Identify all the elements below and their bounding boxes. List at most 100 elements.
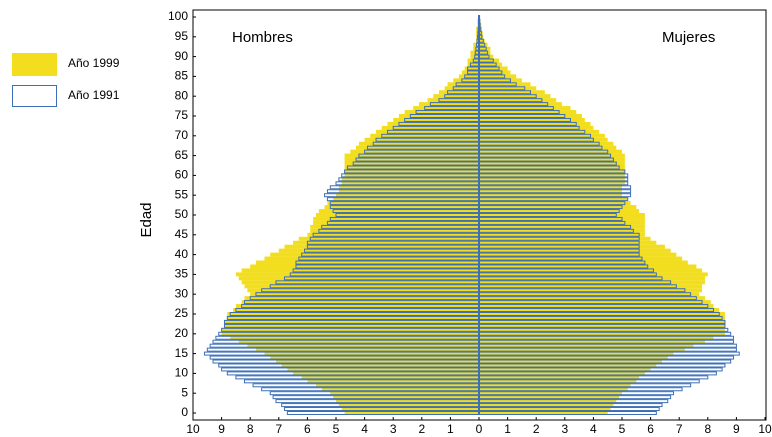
bar [479, 161, 625, 166]
bar [479, 193, 622, 198]
bar [338, 403, 479, 408]
bar [479, 308, 720, 313]
x-tick-label: 10 [186, 422, 200, 436]
bar [479, 375, 640, 380]
bar [479, 387, 628, 392]
bar [479, 407, 611, 412]
bar [318, 209, 479, 214]
bar [298, 236, 479, 241]
bar [307, 379, 479, 384]
bar [418, 102, 479, 107]
bar [458, 74, 479, 79]
bar [479, 288, 703, 293]
x-tick-label: 7 [676, 422, 683, 436]
bar [313, 220, 479, 225]
x-tick-label: 4 [361, 422, 368, 436]
bar [315, 213, 479, 217]
bar [479, 224, 645, 229]
bar [479, 319, 725, 324]
bar [447, 82, 479, 87]
x-tick-label: 7 [275, 422, 282, 436]
bar [301, 375, 479, 380]
bar [479, 331, 725, 336]
bar [470, 50, 479, 55]
y-tick-label: 90 [175, 49, 189, 63]
bar [479, 137, 608, 142]
bar [479, 149, 622, 154]
bar [479, 213, 645, 217]
bar [479, 371, 645, 376]
x-tick-label: 8 [704, 422, 711, 436]
y-tick-label: 40 [175, 247, 189, 261]
bar [250, 264, 479, 269]
bar [341, 407, 479, 412]
bar [479, 173, 625, 178]
bar [476, 26, 479, 31]
bar [479, 300, 711, 305]
bar [364, 137, 479, 142]
bar [370, 133, 479, 138]
bar [287, 367, 479, 372]
x-tick-label: 5 [619, 422, 626, 436]
y-tick-label: 5 [181, 385, 188, 399]
bar [453, 78, 479, 83]
bar [479, 153, 625, 158]
bar [479, 292, 700, 297]
bar [479, 351, 674, 356]
y-axis-label: Edad [138, 202, 155, 237]
x-tick-label: 0 [476, 422, 483, 436]
bar [479, 42, 488, 47]
bar [398, 114, 479, 118]
x-tick-label: 8 [247, 422, 254, 436]
bar [479, 327, 725, 332]
bar [479, 38, 485, 43]
bar [344, 169, 479, 174]
bar [313, 216, 479, 221]
bar [479, 347, 685, 352]
bar [341, 181, 479, 186]
bar [344, 161, 479, 166]
bar [221, 327, 479, 332]
x-tick-label: 6 [304, 422, 311, 436]
bar [479, 169, 625, 174]
bar [479, 379, 637, 384]
bar [255, 347, 479, 352]
x-tick-label: 1 [447, 422, 454, 436]
bar [479, 201, 631, 206]
bar [479, 165, 625, 170]
bar [356, 145, 479, 150]
y-tick-label: 95 [175, 29, 189, 43]
bar [479, 58, 500, 63]
x-tick-label: 3 [561, 422, 568, 436]
legend-label: Año 1991 [68, 88, 120, 102]
bar [281, 363, 479, 368]
bar [479, 228, 645, 233]
bar [270, 252, 479, 257]
bar [479, 383, 631, 388]
bar [255, 260, 479, 265]
bar [479, 106, 571, 111]
bar [479, 268, 703, 273]
y-tick-label: 10 [175, 366, 189, 380]
bar [479, 181, 625, 186]
x-tick-label: 10 [758, 422, 772, 436]
bar [479, 335, 714, 340]
bar [293, 371, 479, 376]
y-tick-label: 100 [168, 9, 188, 23]
bar [310, 228, 479, 233]
x-tick-label: 6 [647, 422, 654, 436]
bar [479, 403, 614, 408]
bar [338, 185, 479, 190]
bar [479, 236, 651, 241]
bar [376, 129, 479, 134]
x-tick-label: 9 [733, 422, 740, 436]
bar [310, 224, 479, 229]
bar [479, 125, 594, 130]
bar [244, 296, 479, 301]
bar [241, 268, 479, 273]
legend-swatch [12, 85, 57, 107]
bar [327, 201, 479, 206]
bar [479, 157, 625, 162]
bar [336, 399, 479, 404]
